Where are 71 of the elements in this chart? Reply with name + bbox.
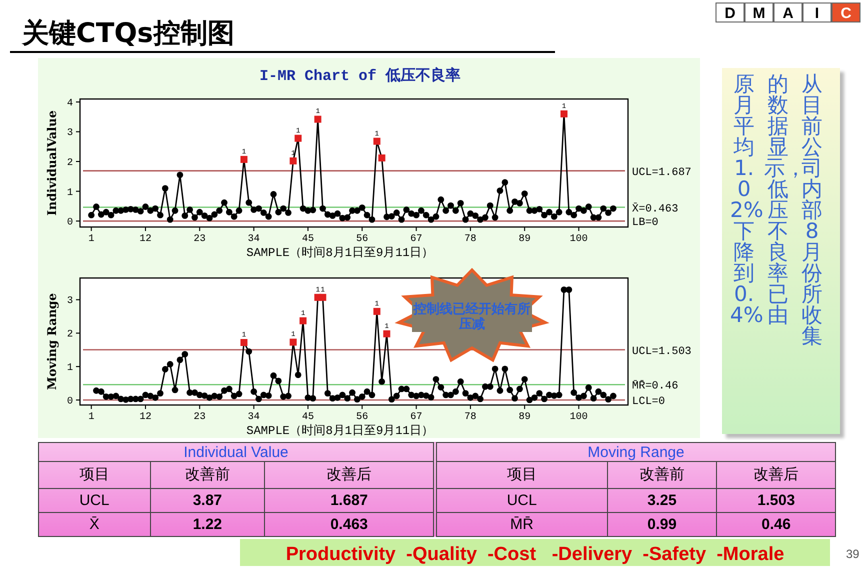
text: 从目前公司内部8月份所收集: [802, 72, 822, 348]
x-tick-label: 56: [356, 412, 368, 423]
x-tick-label: 23: [194, 234, 206, 245]
text: I: [814, 5, 820, 22]
x-tick-label: 89: [518, 234, 531, 245]
y-tick-label: 1: [66, 363, 73, 374]
ref-line-label: UCL=1.503: [632, 346, 692, 358]
y-tick-label: 1: [66, 188, 73, 199]
x-tick-label: 34: [248, 412, 260, 423]
x-axis-title: SAMPLE（时间8月1日至9月11日）: [246, 424, 434, 438]
annotation: 控制线已经开始有所压减: [412, 302, 532, 332]
x-tick-label: 78: [464, 234, 476, 245]
y-tick-label: 0: [66, 396, 73, 408]
text: 1.503: [716, 488, 836, 512]
text: UCL: [435, 488, 608, 512]
text: 关键CTQs控制图: [21, 18, 234, 49]
text: 0.46: [716, 512, 836, 536]
x-tick-label: 45: [302, 412, 314, 423]
x-tick-label: 1: [88, 412, 94, 423]
x-tick-label: 67: [410, 234, 422, 245]
x-axis-title: SAMPLE（时间8月1日至9月11日）: [246, 246, 434, 260]
text: 项目: [435, 462, 608, 488]
x-tick-label: 78: [464, 412, 476, 423]
text: X̄: [38, 512, 150, 536]
y-axis-title: IndividualValue: [45, 110, 59, 216]
text: 项目: [38, 462, 150, 488]
text: 1.687: [264, 488, 436, 512]
text: 原月平均1.02%下降到0.4%: [730, 72, 764, 327]
x-tick-label: 67: [410, 412, 422, 423]
chart-title: I-MR Chart of 低压不良率: [259, 66, 461, 85]
text: 改善前: [607, 462, 717, 488]
ref-line-label: M̄R̄=0.46: [632, 379, 678, 393]
ref-line-label: X̄=0.463: [632, 202, 678, 216]
text: 39: [846, 547, 860, 561]
text: 3.25: [607, 488, 717, 512]
x-tick-label: 45: [302, 234, 314, 245]
text: 改善后: [716, 462, 836, 488]
text: 3.87: [150, 488, 265, 512]
text: 改善前: [150, 462, 265, 488]
text: 改善后: [264, 462, 436, 488]
y-tick-label: 3: [66, 296, 73, 308]
y-tick-label: 2: [66, 158, 73, 170]
ref-line-label: UCL=1.687: [632, 166, 692, 179]
text: Moving Range: [435, 442, 836, 462]
y-tick-label: 4: [66, 98, 73, 110]
text: C: [840, 5, 852, 22]
y-tick-label: 0: [66, 218, 73, 229]
text: D: [724, 5, 736, 22]
x-tick-label: 12: [139, 412, 152, 423]
y-tick-label: 2: [66, 330, 73, 341]
x-tick-label: 89: [518, 412, 531, 423]
x-tick-label: 23: [194, 412, 206, 423]
x-tick-label: 34: [248, 234, 260, 245]
text: 1.22: [150, 512, 265, 536]
x-tick-label: 1: [88, 234, 94, 245]
text: Productivity -Quality -Cost -Delivery -Safety -Morale: [286, 544, 784, 565]
ref-line-label: LB=0: [632, 217, 658, 230]
text: 0.463: [264, 512, 436, 536]
text: M̄R̄: [435, 512, 608, 536]
text: Individual Value: [38, 442, 436, 462]
x-tick-label: 12: [139, 234, 152, 245]
x-tick-label: 100: [570, 412, 588, 423]
text: A: [782, 5, 794, 22]
x-tick-label: 100: [570, 234, 588, 245]
text: UCL: [38, 488, 150, 512]
text: M: [752, 5, 766, 22]
text: 0.99: [607, 512, 717, 536]
y-tick-label: 3: [66, 128, 73, 140]
ref-line-label: LCL=0: [632, 396, 666, 408]
x-tick-label: 56: [356, 234, 368, 245]
y-axis-title: Moving Range: [45, 292, 59, 390]
